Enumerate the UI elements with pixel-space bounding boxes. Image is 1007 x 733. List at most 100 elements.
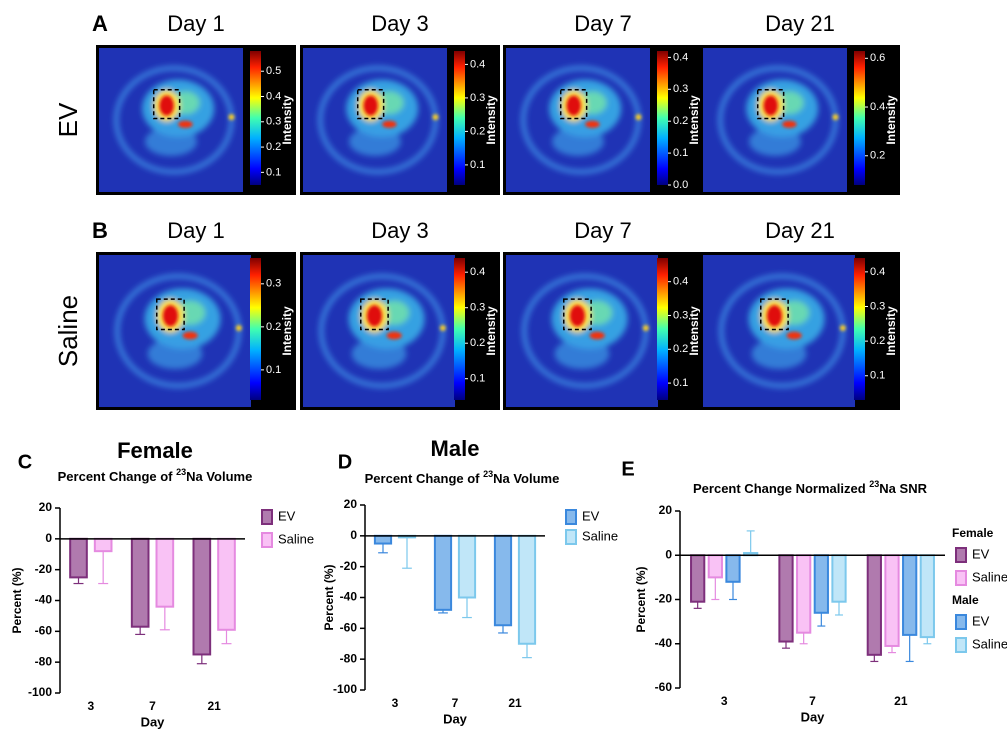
bar bbox=[884, 554, 900, 647]
colorbar-label: Intensity bbox=[687, 95, 701, 145]
bar bbox=[831, 554, 847, 603]
x-tick-label: 21 bbox=[508, 696, 522, 710]
colorbar-tick-label: 0.3 bbox=[266, 116, 281, 128]
y-tick-label: 0 bbox=[350, 528, 357, 542]
brain-hotspot bbox=[363, 95, 439, 128]
hotspot bbox=[763, 95, 778, 116]
x-tick-label: 3 bbox=[392, 696, 399, 710]
brain-hotspot bbox=[766, 305, 846, 340]
y-tick-label: -40 bbox=[35, 593, 53, 607]
bar bbox=[919, 554, 935, 639]
legend-label: EV bbox=[582, 508, 600, 523]
brain-region bbox=[349, 127, 401, 156]
colorbar-tick-label: 0.0 bbox=[673, 179, 688, 191]
hotspot bbox=[589, 331, 605, 340]
y-tick-label: -40 bbox=[340, 590, 358, 604]
legend-label: Saline bbox=[972, 636, 1007, 651]
legend-label: EV bbox=[972, 613, 990, 628]
legend-swatch bbox=[955, 637, 967, 653]
y-tick-label: -20 bbox=[35, 562, 53, 576]
chart-subtitle: Percent Change of 23Na Volume bbox=[58, 467, 253, 484]
hotspot bbox=[366, 305, 383, 327]
chart-subtitle: Percent Change Normalized 23Na SNR bbox=[693, 479, 928, 496]
y-axis-label: Percent (%) bbox=[322, 564, 336, 630]
brain-region bbox=[114, 273, 242, 389]
bar bbox=[69, 537, 88, 579]
panel-label: B bbox=[92, 218, 108, 243]
colorbar-tick-label: 0.1 bbox=[673, 377, 688, 389]
bar bbox=[725, 554, 741, 583]
y-tick-label: 0 bbox=[45, 531, 52, 545]
bar bbox=[457, 534, 477, 599]
image-title: Day 1 bbox=[167, 11, 224, 36]
colorbar-tick-label: 0.3 bbox=[470, 92, 485, 104]
chart-title: Male bbox=[431, 436, 480, 461]
hotspot bbox=[386, 331, 402, 340]
colorbar-label: Intensity bbox=[484, 95, 498, 145]
hotspot bbox=[566, 95, 581, 116]
legend-swatch bbox=[565, 509, 577, 525]
bar bbox=[902, 554, 918, 636]
colorbar-tick-label: 0.2 bbox=[870, 335, 885, 347]
colorbar-tick-label: 0.4 bbox=[673, 276, 688, 288]
hotspot bbox=[178, 120, 193, 128]
x-tick-label: 7 bbox=[149, 699, 156, 713]
hotspot bbox=[159, 95, 174, 116]
colorbar bbox=[854, 51, 865, 185]
hotspot bbox=[569, 305, 586, 327]
brain-image bbox=[318, 273, 446, 389]
colorbar-tick-label: 0.4 bbox=[470, 58, 485, 70]
bar bbox=[155, 537, 175, 608]
legend-group: Male bbox=[952, 593, 979, 607]
x-tick-label: 7 bbox=[452, 696, 459, 710]
x-tick-label: 3 bbox=[721, 694, 728, 708]
y-axis-label: Percent (%) bbox=[10, 567, 24, 633]
bar bbox=[707, 554, 723, 579]
colorbar-tick-label: 0.6 bbox=[870, 52, 885, 64]
image-title: Day 3 bbox=[371, 11, 428, 36]
image-title: Day 21 bbox=[765, 11, 835, 36]
x-axis-label: Day bbox=[443, 711, 468, 726]
brain-region bbox=[318, 273, 446, 389]
y-tick-label: 20 bbox=[344, 497, 358, 511]
colorbar-tick-label: 0.3 bbox=[470, 302, 485, 314]
brain-region bbox=[751, 338, 807, 369]
legend-label: Saline bbox=[582, 528, 618, 543]
hotspot bbox=[182, 331, 198, 340]
colorbar-tick-label: 0.4 bbox=[870, 101, 885, 113]
colorbar-tick-label: 0.2 bbox=[470, 337, 485, 349]
y-tick-label: 20 bbox=[659, 503, 673, 517]
colorbar-tick-label: 0.3 bbox=[673, 83, 688, 95]
panel-label: A bbox=[92, 11, 108, 36]
row-title: Saline bbox=[53, 295, 83, 367]
hotspot bbox=[786, 331, 802, 340]
brain-region bbox=[147, 338, 203, 369]
brain-hotspot bbox=[566, 95, 642, 128]
y-axis-label: Percent (%) bbox=[634, 566, 648, 632]
y-tick-label: -20 bbox=[655, 592, 673, 606]
panel-label: E bbox=[621, 458, 634, 480]
hotspot bbox=[635, 114, 642, 121]
y-tick-label: -60 bbox=[340, 621, 358, 635]
roi-box bbox=[563, 298, 592, 331]
chart-subtitle: Percent Change of 23Na Volume bbox=[365, 469, 560, 486]
bar bbox=[192, 537, 212, 656]
brain-hotspot bbox=[763, 95, 839, 128]
y-tick-label: 0 bbox=[665, 547, 672, 561]
colorbar-tick-label: 0.5 bbox=[266, 65, 281, 77]
hotspot bbox=[642, 324, 649, 331]
colorbar-tick-label: 0.1 bbox=[870, 370, 885, 382]
legend-label: EV bbox=[972, 546, 990, 561]
brain-region bbox=[145, 127, 197, 156]
y-tick-label: -40 bbox=[655, 636, 673, 650]
brain-region bbox=[749, 127, 801, 156]
colorbar-tick-label: 0.1 bbox=[266, 364, 281, 376]
hotspot bbox=[832, 114, 839, 121]
image-title: Day 7 bbox=[574, 11, 631, 36]
brain-region bbox=[554, 338, 610, 369]
brain-region bbox=[718, 273, 846, 389]
y-tick-label: -80 bbox=[340, 651, 358, 665]
colorbar-label: Intensity bbox=[280, 306, 294, 356]
panel-label: C bbox=[18, 451, 32, 473]
bar bbox=[690, 554, 706, 603]
